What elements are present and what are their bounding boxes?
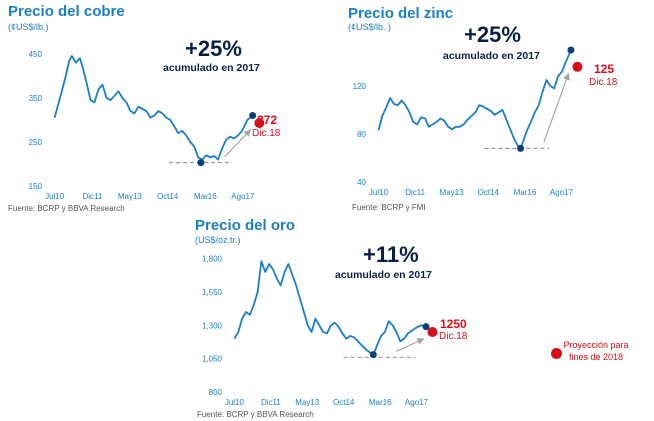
- projection-value: 1250: [440, 317, 467, 331]
- x-tick-label: May13: [118, 192, 143, 201]
- x-tick-label: Dic11: [261, 398, 281, 407]
- legend-label-line1: Proyección para: [563, 340, 629, 350]
- chart-title: Precio del zinc: [348, 5, 454, 22]
- chart-source: Fuente: BCRP y BBVA Research: [197, 410, 314, 419]
- y-tick-label: 1,300: [202, 321, 223, 330]
- x-tick-label: May13: [295, 398, 320, 407]
- projection-date: Dic.18: [252, 128, 281, 139]
- chart-source: Fuente: BCRP y FMI: [352, 203, 426, 212]
- price-line: [53, 55, 254, 161]
- projection-dot: [254, 117, 265, 128]
- price-line: [233, 260, 427, 356]
- y-tick-label: 350: [29, 94, 43, 103]
- legend-label: Proyección para fines de 2018: [551, 339, 641, 363]
- trend-arrow: [224, 129, 252, 158]
- change-note: acumulado en 2017: [163, 62, 260, 74]
- change-percent: +25%: [464, 22, 521, 47]
- y-tick-label: 150: [29, 182, 43, 191]
- projection-dot: [427, 327, 438, 337]
- chart-unit: (¢US$/lb. ): [348, 22, 392, 32]
- projection-dot: [572, 61, 583, 72]
- y-tick-label: 250: [29, 138, 43, 147]
- x-tick-label: Mar16: [194, 192, 217, 201]
- projection-date: Dic.18: [589, 77, 618, 88]
- x-tick-label: Ago17: [550, 188, 574, 197]
- chart-title: Precio del cobre: [8, 3, 125, 20]
- x-tick-label: Mar16: [514, 188, 537, 197]
- x-tick-label: Oct14: [478, 188, 500, 197]
- y-tick-label: 1,050: [202, 355, 223, 364]
- change-percent: +25%: [185, 36, 242, 61]
- y-tick-label: 120: [353, 82, 367, 91]
- copper-chart-panel: Precio del cobre (¢US$/lb.) +25% acumula…: [0, 0, 310, 215]
- chart-unit: (US$/oz.tr.): [195, 235, 241, 245]
- x-tick-label: May13: [440, 188, 465, 197]
- price-line: [377, 49, 572, 150]
- y-tick-label: 800: [209, 388, 223, 397]
- projection-value: 125: [594, 62, 615, 76]
- y-tick-label: 1,550: [202, 288, 223, 297]
- projection-date: Dic.18: [439, 331, 468, 342]
- change-note: acumulado en 2017: [443, 50, 540, 62]
- price-marker: [249, 112, 257, 119]
- x-tick-label: Jul10: [369, 188, 389, 197]
- zinc-chart-panel: Precio del zinc (¢US$/lb. ) +25% acumula…: [340, 0, 654, 215]
- legend-projection-dot: [551, 348, 562, 359]
- price-marker: [567, 46, 575, 54]
- x-tick-label: Jul10: [45, 192, 65, 201]
- x-tick-label: Ago17: [405, 398, 429, 407]
- trend-arrow: [396, 338, 425, 352]
- x-tick-label: Oct14: [157, 192, 179, 201]
- trend-arrow: [543, 72, 570, 143]
- y-tick-label: 80: [357, 130, 366, 139]
- x-tick-label: Dic11: [82, 192, 102, 201]
- price-marker: [517, 144, 525, 152]
- price-marker: [197, 159, 205, 167]
- chart-title: Precio del oro: [195, 217, 296, 234]
- y-tick-label: 1,800: [202, 255, 223, 264]
- x-tick-label: Dic11: [405, 188, 425, 197]
- price-marker: [422, 323, 430, 331]
- x-tick-label: Oct14: [333, 398, 355, 407]
- x-tick-label: Ago17: [231, 192, 255, 201]
- y-tick-label: 450: [29, 50, 43, 59]
- legend-label-line2: fines de 2018: [568, 352, 624, 362]
- chart-unit: (¢US$/lb.): [8, 22, 49, 32]
- gold-chart-panel: Precio del oro (US$/oz.tr.) +11% acumula…: [185, 212, 485, 421]
- change-percent: +11%: [363, 242, 419, 267]
- x-tick-label: Jul10: [225, 398, 245, 407]
- y-tick-label: 40: [357, 178, 366, 187]
- chart-source: Fuente: BCRP y BBVA Research: [8, 204, 125, 213]
- change-note: acumulado en 2017: [335, 269, 432, 281]
- x-tick-label: Mar16: [369, 398, 392, 407]
- price-marker: [369, 351, 377, 359]
